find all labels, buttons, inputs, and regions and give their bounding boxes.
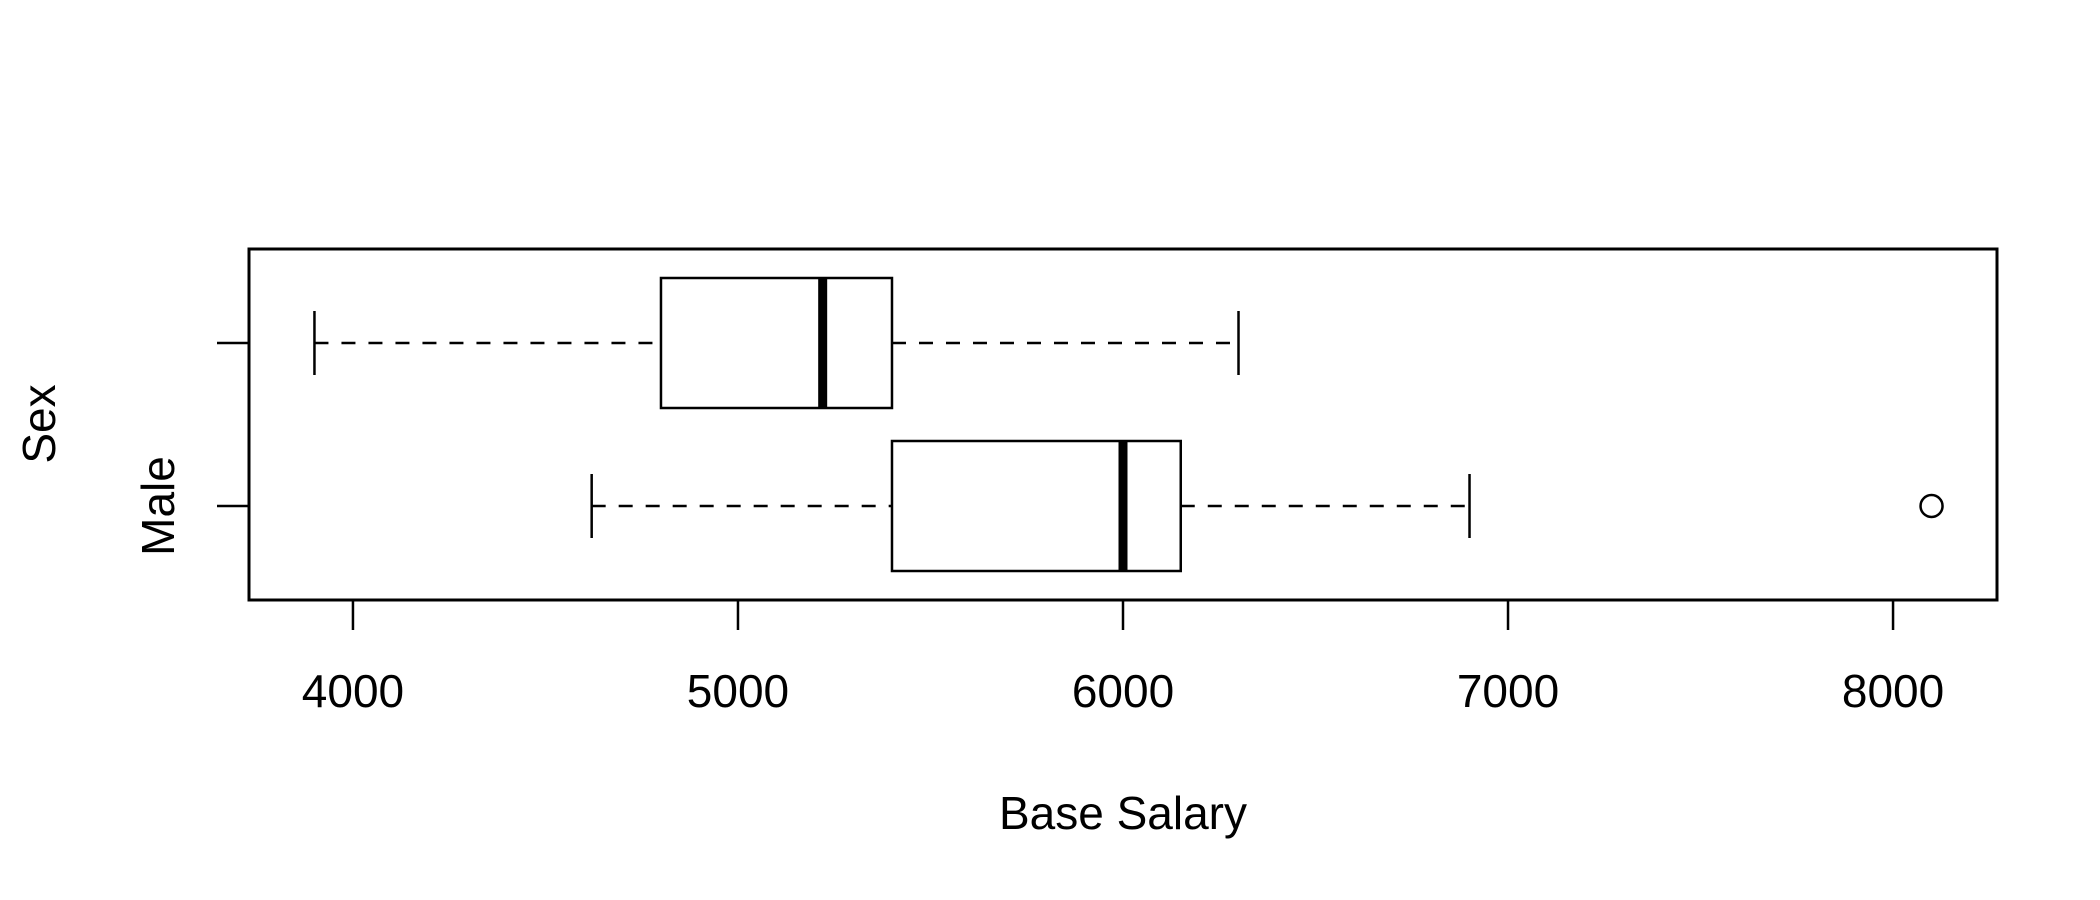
- y-axis-title: Sex: [13, 384, 65, 463]
- x-tick-label: 4000: [302, 665, 404, 717]
- y-axis: Male: [132, 341, 249, 556]
- boxes-layer: [313, 276, 1944, 573]
- x-axis: 4000 5000 6000 7000 8000: [302, 600, 1944, 717]
- x-tick-label: 7000: [1457, 665, 1559, 717]
- iqr-box: [890, 439, 1183, 573]
- x-tick-label: 5000: [687, 665, 789, 717]
- x-axis-title: Base Salary: [999, 787, 1247, 839]
- iqr-box: [659, 276, 894, 410]
- box-group: [313, 276, 1240, 410]
- outlier-point: [1919, 493, 1944, 519]
- y-category-label: Male: [132, 456, 184, 556]
- box-group: [590, 439, 1944, 573]
- x-tick-label: 8000: [1842, 665, 1944, 717]
- x-tick-label: 6000: [1072, 665, 1174, 717]
